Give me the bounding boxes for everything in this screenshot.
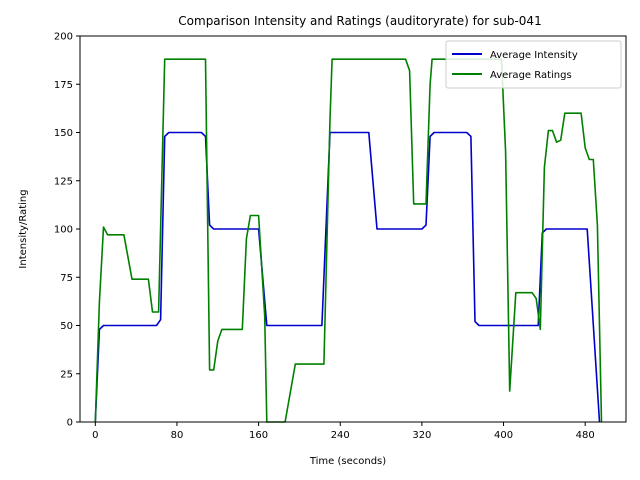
legend-label-average-intensity: Average Intensity: [490, 50, 578, 61]
y-tick-label: 150: [54, 128, 73, 139]
x-axis-label: Time (seconds): [309, 456, 386, 467]
x-tick-label: 240: [331, 430, 350, 441]
series-line-average-intensity: [94, 131, 601, 423]
y-axis-ticks: 0 25 50 75 100 125 150 175 200: [54, 32, 80, 429]
y-axis-label: Intensity/Rating: [18, 189, 29, 268]
x-tick-label: 0: [92, 430, 98, 441]
y-tick-label: 100: [54, 225, 73, 236]
y-tick-label: 75: [60, 273, 73, 284]
x-tick-label: 400: [494, 430, 513, 441]
chart-title: Comparison Intensity and Ratings (audito…: [178, 14, 541, 28]
x-tick-label: 320: [412, 430, 431, 441]
y-tick-label: 175: [54, 80, 73, 91]
plot-lines: [94, 58, 603, 423]
x-tick-label: 160: [249, 430, 268, 441]
legend-label-average-ratings: Average Ratings: [490, 70, 572, 81]
y-tick-label: 125: [54, 176, 73, 187]
x-tick-label: 80: [171, 430, 184, 441]
y-tick-label: 50: [60, 321, 73, 332]
x-tick-label: 480: [576, 430, 595, 441]
series-line-average-ratings: [94, 58, 603, 423]
x-axis-ticks: 0 80 160 240 320 400 480: [92, 422, 595, 441]
y-tick-label: 25: [60, 369, 73, 380]
y-tick-label: 0: [67, 418, 73, 429]
legend: Average Intensity Average Ratings: [445, 40, 622, 89]
legend-box: [445, 40, 622, 89]
y-tick-label: 200: [54, 32, 73, 43]
